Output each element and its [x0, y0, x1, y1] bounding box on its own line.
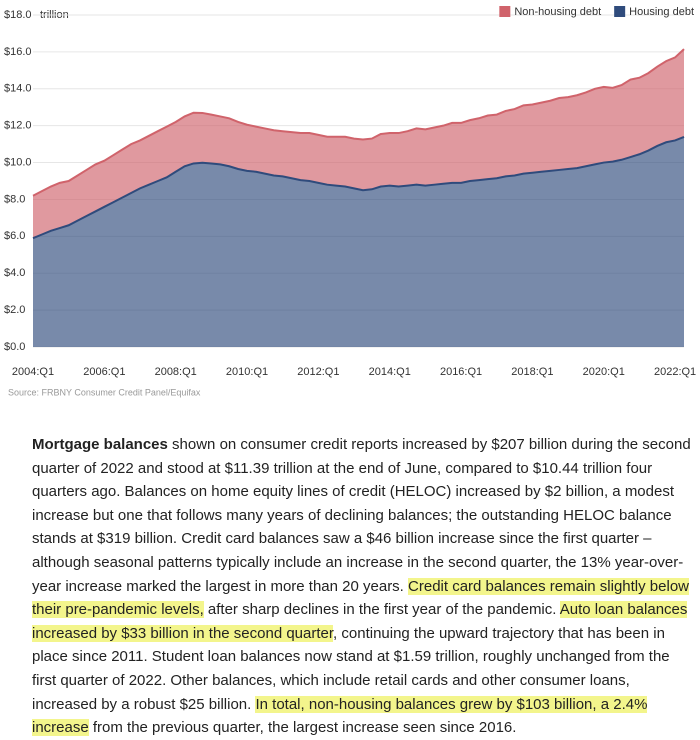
x-tick-label: 2016:Q1 — [440, 366, 482, 378]
legend-label: Housing debt — [629, 6, 694, 18]
x-tick-label: 2014:Q1 — [369, 366, 411, 378]
y-tick-label: $10.0 — [4, 156, 32, 168]
area — [33, 49, 684, 239]
x-tick-label: 2012:Q1 — [297, 366, 339, 378]
text-run: shown on consumer credit reports increas… — [32, 436, 691, 595]
text-run: after sharp declines in the first year o… — [203, 601, 560, 619]
text-run: from the previous quarter, the largest i… — [88, 719, 517, 737]
area-edge — [32, 135, 685, 240]
y-tick-label: $8.0 — [4, 193, 25, 205]
y-tick-label: $6.0 — [4, 230, 25, 242]
y-tick-label: $4.0 — [4, 267, 25, 279]
y-tick-label: $16.0 — [4, 46, 32, 58]
area — [33, 136, 684, 347]
legend-swatch — [614, 6, 626, 17]
x-tick-label: 2008:Q1 — [155, 366, 197, 378]
chart: trillion Source: FRBNY Consumer Credit P… — [4, 6, 696, 397]
paragraph: Mortgage balances shown on consumer cred… — [32, 433, 696, 740]
legend-swatch — [499, 6, 511, 17]
page: {"chart_data": {"type": "stacked-area", … — [4, 5, 697, 737]
x-tick-label: 2022:Q1 — [654, 366, 696, 378]
x-tick-label: 2004:Q1 — [12, 366, 54, 378]
text-run: Mortgage balances — [32, 436, 168, 453]
y-tick-label: $12.0 — [4, 120, 32, 132]
y-tick-label: $18.0 — [4, 9, 32, 21]
legend-label: Non-housing debt — [514, 6, 601, 18]
x-tick-label: 2006:Q1 — [83, 366, 125, 378]
source-note: Source: FRBNY Consumer Credit Panel/Equi… — [8, 387, 201, 397]
x-tick-label: 2018:Q1 — [511, 366, 553, 378]
x-tick-label: 2020:Q1 — [583, 366, 625, 378]
y-tick-label: $0.0 — [4, 341, 25, 353]
y-tick-label: $2.0 — [4, 304, 25, 316]
y-tick-label: $14.0 — [4, 83, 32, 95]
area-edge — [32, 48, 685, 197]
x-tick-label: 2010:Q1 — [226, 366, 268, 378]
